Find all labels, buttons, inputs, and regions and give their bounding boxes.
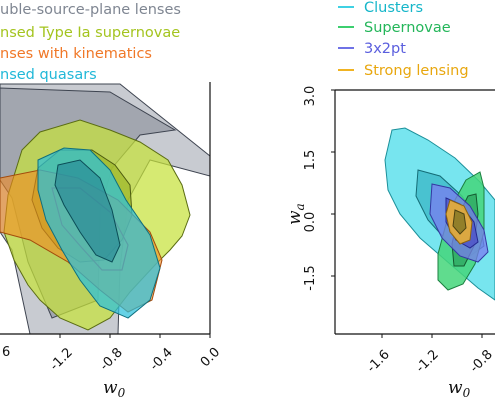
contour-quasars-inner [54,159,121,263]
left-x-tick-label-cut: 6 [2,345,10,360]
contour-strong-lensing-inner [452,209,467,235]
right-y-axis-title: wa [285,203,307,225]
legend-label-supernovae: Supernovae [364,20,451,36]
legend-label-quasars: nsed quasars [0,67,97,83]
left-x-axis-title: w0 [103,378,126,400]
legend-label-3x2pt: 3x2pt [364,41,406,57]
right-x-axis-title: w0 [448,378,471,400]
right-x-ticks: -1.6 -1.2 -0.8 [364,334,495,376]
legend-label-lensed-sne: nsed Type Ia supernovae [0,25,180,41]
left-x-tick-label: -1.2 [47,345,76,374]
left-x-ticks: -1.2 -0.8 -0.4 0.0 6 [2,334,223,374]
legend-label-double-source: uble-source-plane lenses [0,2,181,18]
right-y-tick-label: -1.5 [303,265,318,290]
right-legend: Clusters Supernovae 3x2pt Strong lensing [338,0,469,79]
left-panel: -1.2 -0.8 -0.4 0.0 6 w0 uble-source-plan… [0,2,223,400]
left-x-tick-label: 0.0 [198,345,223,370]
right-panel: 3.0 1.5 0.0 -1.5 wa -1.6 -1.2 -0.8 w0 Cl… [285,0,495,400]
right-y-ticks: 3.0 1.5 0.0 -1.5 [303,86,335,291]
right-x-tick-label: -1.2 [413,347,442,376]
legend-label-strong-lensing: Strong lensing [364,63,469,79]
right-y-tick-label: 1.5 [303,150,318,171]
right-y-tick-label: 3.0 [303,86,318,107]
left-x-tick-label: -0.4 [147,345,176,374]
right-y-tick-label: 0.0 [303,212,318,233]
left-x-tick-label: -0.8 [97,345,126,374]
right-x-tick-label: -1.6 [364,347,393,376]
left-plot-area [0,83,210,334]
legend-label-kinematics: nses with kinematics [0,46,152,62]
right-x-tick-label: -0.8 [467,347,495,376]
left-legend: uble-source-plane lenses nsed Type Ia su… [0,2,181,83]
legend-label-clusters: Clusters [364,0,423,16]
right-plot-area [384,127,495,301]
